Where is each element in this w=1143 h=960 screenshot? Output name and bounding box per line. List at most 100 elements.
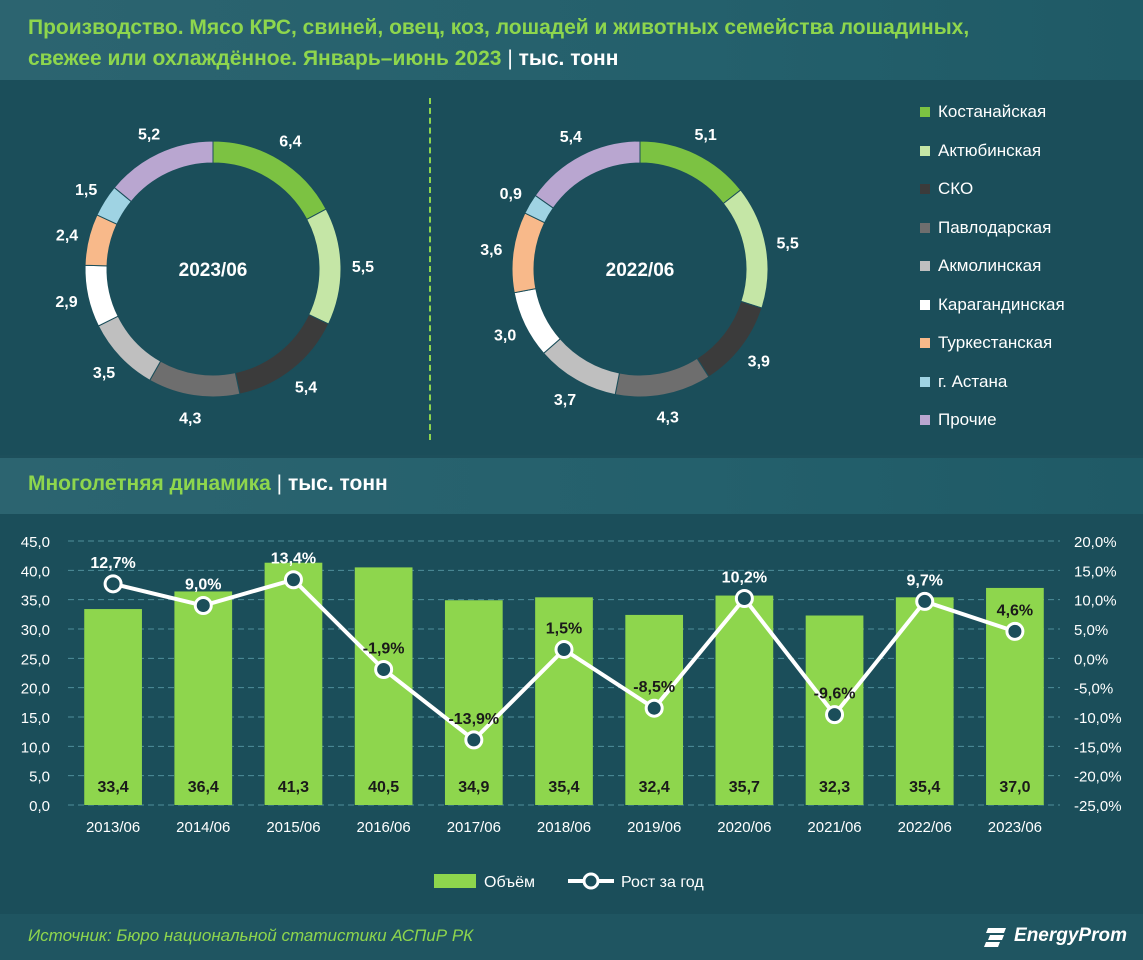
bar [715,595,774,805]
pie-legend-item: Акмолинская [920,256,1041,276]
donut-chart-2023: 6,4 5,5 5,4 4,3 3,5 2,9 2,4 1,5 5,2 2023/06 [55,126,374,427]
dynamics-separator: | [276,472,283,495]
y2-tick-label: 0,0% [1074,651,1108,668]
growth-point [193,596,213,616]
donut-slice-label: 5,5 [352,259,374,276]
donut-slice-label: 5,2 [138,126,160,143]
donut-slice-label: 3,0 [494,328,516,345]
source-text: Источник: Бюро национальной статистики А… [28,926,474,945]
x-tick-label: 2023/06 [988,819,1042,836]
donut-slice-label: 0,9 [500,186,522,203]
legend-label: г. Астана [938,371,1008,391]
y2-tick-label: -25,0% [1074,798,1122,815]
y-tick-label: 25,0 [21,651,50,668]
y-tick-label: 30,0 [21,622,50,639]
donut-slice [639,140,742,205]
legend-swatch [920,184,930,194]
page-title: Производство. Мясо КРС, свиней, овец, ко… [28,12,1138,74]
growth-label: 12,7% [90,555,135,572]
x-tick-label: 2019/06 [627,819,681,836]
bar [986,587,1044,805]
donut-slice-label: 5,5 [777,236,799,253]
bar [174,591,233,805]
bar-value-label: 35,4 [909,779,940,796]
pie-legend-item: Павлодарская [920,218,1051,238]
growth-point [825,705,845,725]
x-tick-label: 2022/06 [898,819,952,836]
legend-swatch [920,299,930,310]
donut-center-label: 2023/06 [179,260,248,281]
legend-swatch [920,107,930,117]
growth-label: -13,9% [448,711,499,728]
growth-point [1005,621,1025,641]
pie-legend-item: Карагандинская [920,295,1065,315]
donut-slice-label: 3,9 [748,354,770,371]
chart-legend: Объём Рост за год [434,872,704,891]
bar-value-label: 41,3 [278,779,309,796]
dynamics-header: Многолетняя динамика | тыс. тонн [0,458,1143,514]
donut-slice [306,208,342,325]
donut-slice-label: 3,5 [93,365,115,382]
y2-tick-label: -5,0% [1074,681,1113,698]
dynamics-title-text: Многолетняя динамика [28,472,271,495]
growth-point [734,588,754,608]
donut-slice-label: 1,5 [75,182,97,199]
y2-tick-label: 15,0% [1074,563,1117,580]
growth-label: -8,5% [633,679,675,696]
y-tick-label: 10,0 [21,739,50,756]
growth-point [915,591,935,611]
bar-value-label: 32,4 [639,779,670,796]
y2-tick-label: -10,0% [1074,710,1122,727]
growth-label: 9,7% [906,572,942,589]
y-tick-label: 40,0 [21,563,50,580]
y2-tick-label: 5,0% [1074,622,1108,639]
legend-label: Прочие [938,410,997,429]
donut-slice-label: 3,6 [480,242,502,259]
pie-legend-item: Прочие [920,410,997,430]
donut-slice [513,288,561,354]
growth-label: -9,6% [814,686,856,703]
legend-bar-label: Объём [484,874,535,891]
legend-swatch [920,376,930,387]
growth-label: 1,5% [546,621,582,638]
legend-swatch [920,415,930,425]
donut-slice-label: 2,9 [55,294,77,311]
legend-swatch [920,145,930,156]
legend-label: Павлодарская [938,217,1052,237]
x-tick-label: 2015/06 [266,819,320,836]
title-separator: | [507,47,513,70]
donut-slice-label: 3,7 [554,392,576,409]
donut-slice-label: 5,4 [295,380,317,397]
y-tick-label: 20,0 [21,681,50,698]
y-tick-label: 5,0 [29,769,50,786]
growth-point [283,570,303,590]
growth-point [103,574,123,594]
x-tick-label: 2017/06 [447,819,501,836]
donut-slice-label: 5,4 [560,129,582,146]
donut-slice-label: 6,4 [279,133,301,150]
x-tick-label: 2014/06 [176,819,230,836]
bar-value-label: 33,4 [98,779,129,796]
growth-point [644,698,664,718]
y-tick-label: 15,0 [21,710,50,727]
bar [84,609,142,805]
growth-label: 9,0% [185,577,221,594]
title-line-2: свежее или охлаждённое. Январь–июнь 2023 [28,47,502,70]
donut-slice [542,338,621,396]
pie-legend-item: Актюбинская [920,141,1041,161]
donut-chart-2022: 5,1 5,5 3,9 4,3 3,7 3,0 3,6 0,9 5,4 2022/06 [480,127,799,426]
donut-slice [84,214,118,267]
brand-logo: EnergyProm [984,924,1127,948]
header: Производство. Мясо КРС, свиней, овец, ко… [0,0,1143,80]
donut-slice-label: 4,3 [657,409,679,426]
growth-label: -1,9% [363,640,405,657]
legend-label: Актюбинская [938,140,1042,160]
donut-center-label: 2022/06 [606,260,675,281]
legend-label: СКО [938,179,974,198]
donut-slice-label: 2,4 [56,227,78,244]
pie-legend-item: г. Астана [920,372,1007,392]
donut-slice-label: 4,3 [179,410,201,427]
y2-tick-label: -20,0% [1074,769,1122,786]
bar [535,597,593,805]
donut-slice [511,212,546,294]
